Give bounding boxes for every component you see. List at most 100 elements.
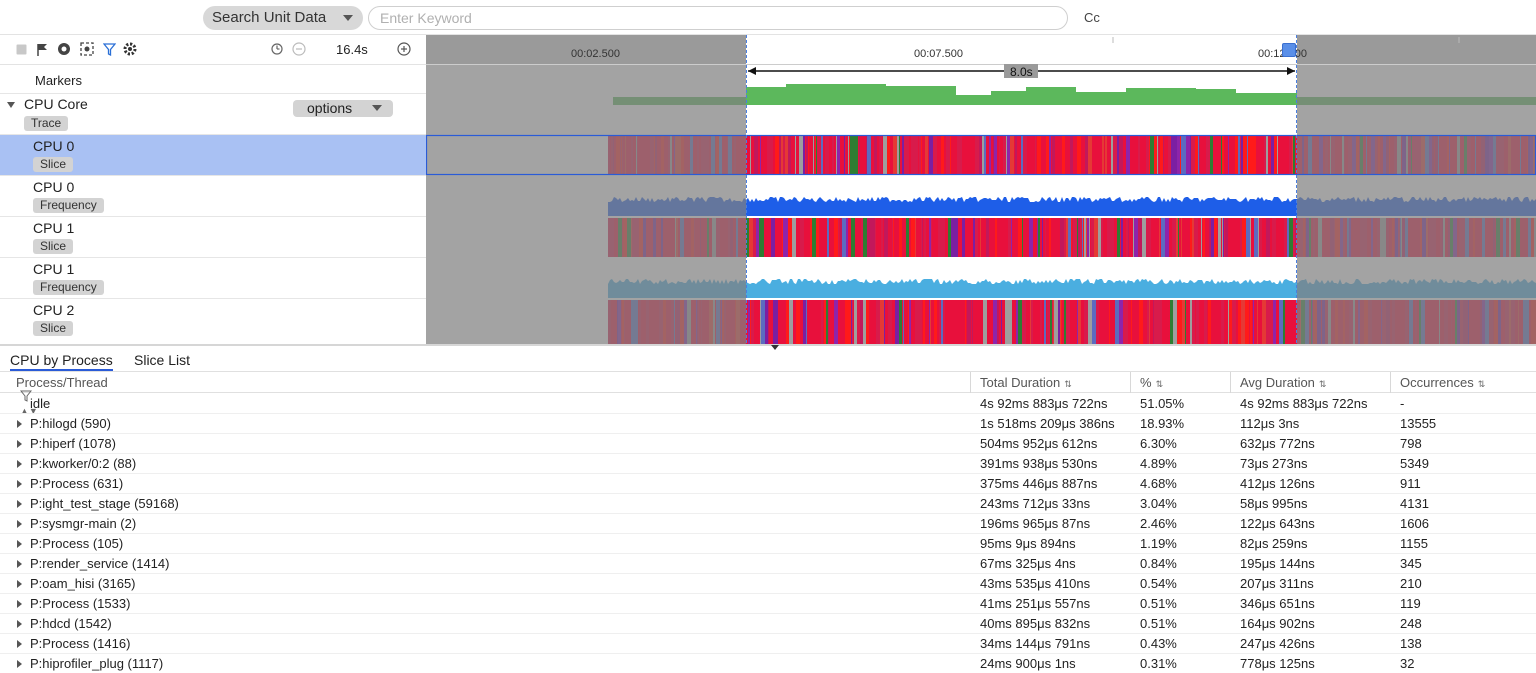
collapse-triangle-icon[interactable] xyxy=(7,102,15,108)
slice-mark xyxy=(985,218,986,257)
tab-slice-list[interactable]: Slice List xyxy=(134,352,191,368)
expand-row-icon[interactable] xyxy=(17,640,22,648)
capture-icon[interactable] xyxy=(80,42,94,56)
sort-icon[interactable]: ▲▼ xyxy=(20,406,38,416)
expand-row-icon[interactable] xyxy=(17,560,22,568)
record-icon[interactable] xyxy=(57,42,71,56)
expand-row-icon[interactable] xyxy=(17,580,22,588)
slice-mark xyxy=(869,300,872,344)
table-row[interactable]: P:sysmgr-main (2) 196ms 965μs 87ns 2.46% 12… xyxy=(0,514,1536,534)
column-divider[interactable] xyxy=(1390,372,1391,393)
expand-row-icon[interactable] xyxy=(17,540,22,548)
expand-row-icon[interactable] xyxy=(17,420,22,428)
search-unit-dropdown[interactable]: Search Unit Data xyxy=(203,6,363,30)
track-row-cpu2-slice[interactable]: CPU 2 Slice xyxy=(0,299,426,344)
table-row[interactable]: P:hiperf (1078) 504ms 952μs 612ns 6.30% 632… xyxy=(0,434,1536,454)
slice-mark xyxy=(924,218,926,257)
track-row-cpu1-slice[interactable]: CPU 1 Slice xyxy=(0,217,426,258)
expand-row-icon[interactable] xyxy=(17,600,22,608)
slice-mark xyxy=(925,300,929,344)
sort-icon[interactable]: ⇅ xyxy=(1318,379,1327,389)
flag-icon[interactable] xyxy=(35,42,49,56)
slice-mark xyxy=(877,218,881,257)
reset-zoom-icon[interactable] xyxy=(270,42,284,56)
slice-mark xyxy=(1260,218,1262,257)
tracks-canvas[interactable] xyxy=(426,65,1536,344)
collapse-panel-icon[interactable] xyxy=(771,345,779,350)
sort-icon[interactable]: ⇅ xyxy=(1477,379,1486,389)
filter-icon[interactable] xyxy=(20,390,32,402)
slice-mark xyxy=(1042,218,1043,257)
table-row[interactable]: P:Process (1416) 34ms 144μs 791ns 0.43% 247… xyxy=(0,634,1536,654)
filter-icon[interactable] xyxy=(102,42,116,56)
selection-marker-icon[interactable] xyxy=(1282,43,1296,57)
slice-mark xyxy=(1014,136,1015,175)
slice-mark xyxy=(937,136,941,175)
slice-mark xyxy=(753,218,756,257)
search-unit-label: Search Unit Data xyxy=(212,9,327,26)
slice-mark xyxy=(1115,300,1119,344)
track-row-cpu0-slice[interactable]: CPU 0 Slice xyxy=(0,135,426,176)
slice-mark xyxy=(984,136,986,175)
zoom-out-icon[interactable] xyxy=(292,42,306,56)
table-row[interactable]: P:hilogd (590) 1s 518ms 209μs 386ns 18.93%… xyxy=(0,414,1536,434)
expand-row-icon[interactable] xyxy=(17,480,22,488)
track-row-cpu1-frequency[interactable]: CPU 1 Frequency xyxy=(0,258,426,299)
slice-mark xyxy=(1053,300,1054,344)
table-row[interactable]: P:Process (631) 375ms 446μs 887ns 4.68% 412… xyxy=(0,474,1536,494)
options-dropdown[interactable]: options xyxy=(293,100,393,117)
column-divider[interactable] xyxy=(970,372,971,393)
slice-mark xyxy=(1289,136,1292,175)
slice-mark xyxy=(1259,218,1260,257)
table-row[interactable]: P:kworker/0:2 (88) 391ms 938μs 530ns 4.89%… xyxy=(0,454,1536,474)
table-row[interactable]: P:Process (105) 95ms 9μs 894ns 1.19% 82μs 2… xyxy=(0,534,1536,554)
column-header-occurrences[interactable]: Occurrences ⇅ xyxy=(1400,375,1485,390)
slice-mark xyxy=(861,218,863,257)
slice-mark xyxy=(1081,136,1084,175)
tab-cpu-by-process[interactable]: CPU by Process xyxy=(10,352,113,371)
table-row[interactable]: P:render_service (1414) 67ms 325μs 4ns 0.8… xyxy=(0,554,1536,574)
column-header-avg-duration[interactable]: Avg Duration ⇅ xyxy=(1240,375,1326,390)
column-header-process[interactable]: Process/Thread ▲▼ xyxy=(16,375,108,417)
slice-mark xyxy=(782,218,783,257)
timeline-panel[interactable]: 00:02.500 00:07.500 00:12.500 8.0s xyxy=(426,35,1536,344)
expand-row-icon[interactable] xyxy=(17,440,22,448)
cpu-core-group-row[interactable]: CPU Core Trace options xyxy=(0,94,426,135)
settings-icon[interactable] xyxy=(123,42,137,56)
slice-mark xyxy=(1217,218,1218,257)
sort-icon[interactable]: ⇅ xyxy=(1064,379,1072,389)
table-row[interactable]: P:hiprofiler_plug (1117) 24ms 900μs 1ns 0.… xyxy=(0,654,1536,673)
table-row[interactable]: P:Process (1533) 41ms 251μs 557ns 0.51% 346… xyxy=(0,594,1536,614)
expand-row-icon[interactable] xyxy=(17,620,22,628)
slice-mark xyxy=(812,300,815,344)
column-divider[interactable] xyxy=(1130,372,1131,393)
column-header-total-duration[interactable]: Total Duration ⇅ xyxy=(980,375,1072,390)
column-divider[interactable] xyxy=(1230,372,1231,393)
zoom-in-icon[interactable] xyxy=(397,42,411,56)
slice-mark xyxy=(959,136,962,175)
slice-mark xyxy=(1268,136,1270,175)
slice-mark xyxy=(1276,300,1279,344)
stop-icon[interactable] xyxy=(14,42,28,56)
slice-mark xyxy=(925,136,928,175)
table-row[interactable]: idle 4s 92ms 883μs 722ns 51.05% 4s 92ms 883… xyxy=(0,394,1536,414)
keyword-input[interactable] xyxy=(368,6,1068,30)
table-row[interactable]: P:hdcd (1542) 40ms 895μs 832ns 0.51% 164μs … xyxy=(0,614,1536,634)
expand-row-icon[interactable] xyxy=(17,520,22,528)
expand-row-icon[interactable] xyxy=(17,460,22,468)
time-ruler[interactable]: 00:02.500 00:07.500 00:12.500 xyxy=(426,35,1536,65)
table-row[interactable]: P:oam_hisi (3165) 43ms 535μs 410ns 0.54% 20… xyxy=(0,574,1536,594)
slice-mark xyxy=(1159,136,1160,175)
slice-mark xyxy=(1149,300,1150,344)
slice-mark xyxy=(1240,136,1241,175)
table-row[interactable]: P:ight_test_stage (59168) 243ms 712μs 33n… xyxy=(0,494,1536,514)
slice-mark xyxy=(1253,300,1254,344)
slice-mark xyxy=(916,218,919,257)
expand-row-icon[interactable] xyxy=(17,660,22,668)
expand-row-icon[interactable] xyxy=(17,500,22,508)
column-header-percent[interactable]: % ⇅ xyxy=(1140,375,1163,390)
sort-icon[interactable]: ⇅ xyxy=(1155,379,1164,389)
track-row-cpu0-frequency[interactable]: CPU 0 Frequency xyxy=(0,176,426,217)
case-sensitive-toggle[interactable]: Cc xyxy=(1084,10,1100,25)
slice-mark xyxy=(816,218,819,257)
